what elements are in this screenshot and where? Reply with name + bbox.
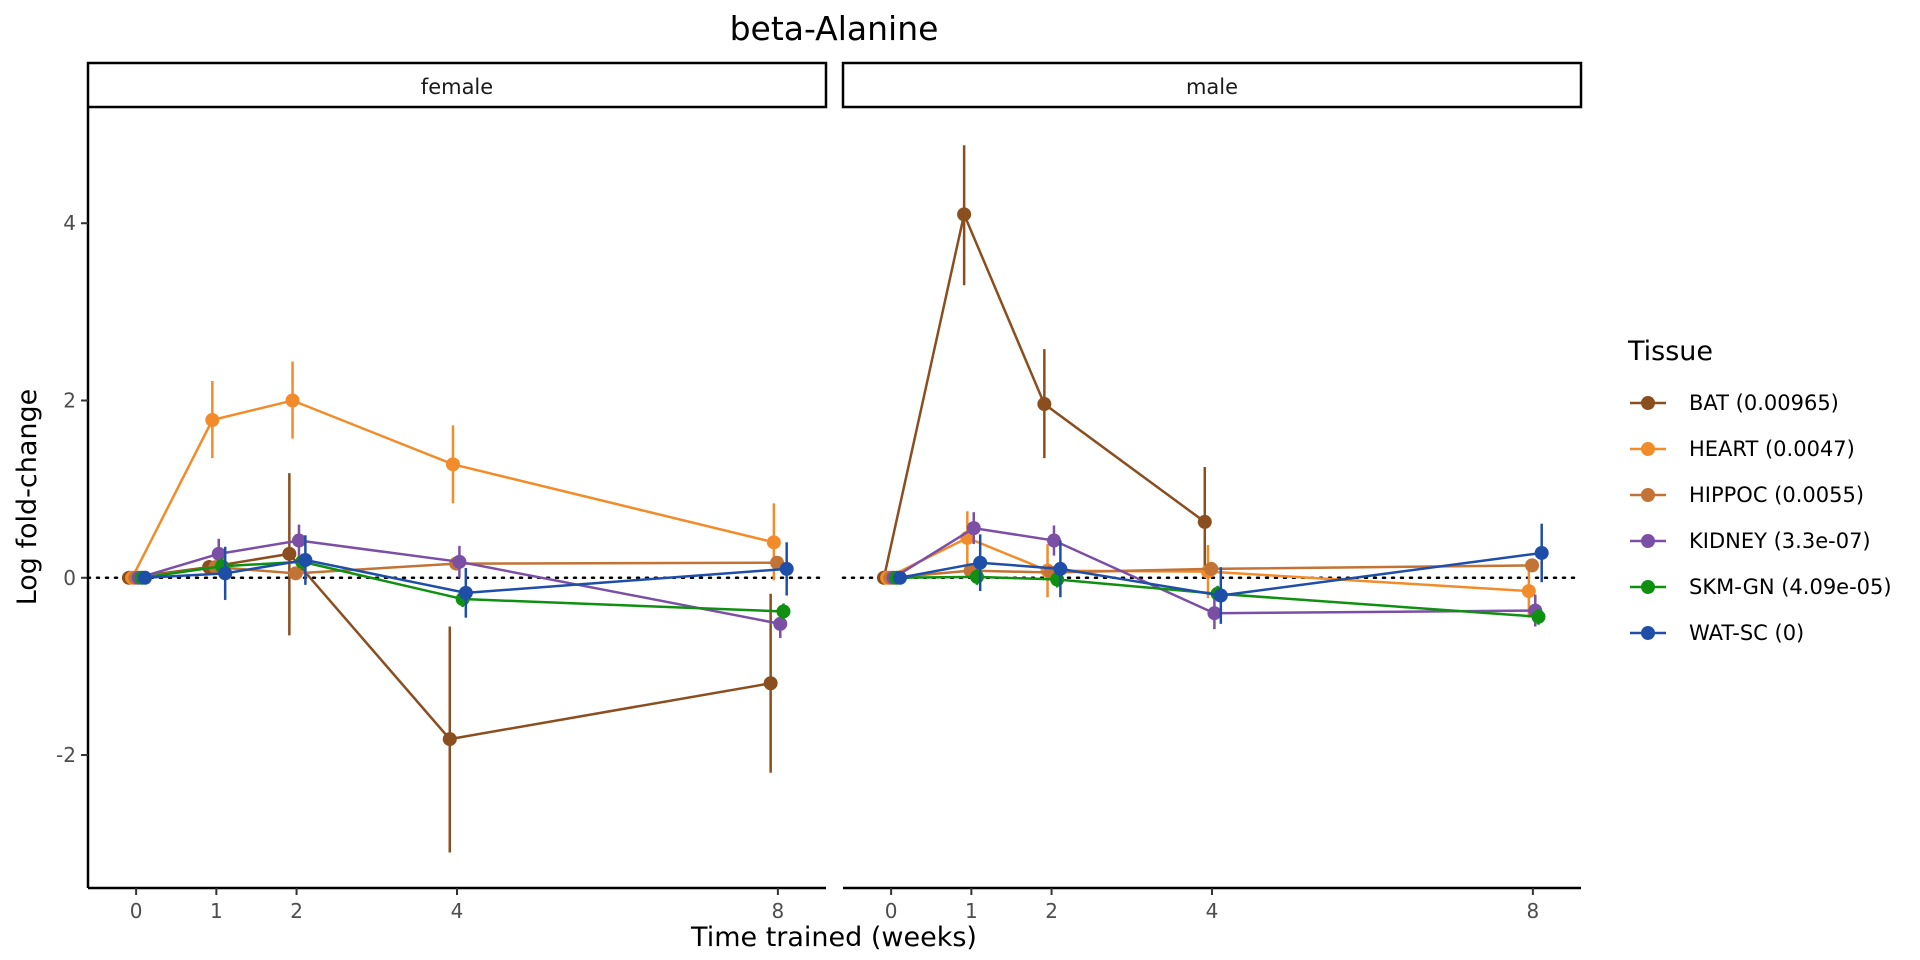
strip-male	[841, 61, 1583, 109]
x-axis-title: Time trained (weeks)	[690, 922, 977, 953]
data-point	[442, 732, 457, 747]
data-point	[1053, 561, 1068, 576]
legend-key-point	[1641, 396, 1655, 410]
data-point	[892, 570, 907, 585]
legend: Tissue BAT (0.00965) HEART (0.0047) HIPPOC…	[1627, 336, 1892, 645]
legend-item: BAT (0.00965)	[1630, 391, 1839, 415]
data-point	[218, 566, 233, 581]
y-tick-label: 2	[63, 389, 76, 413]
data-point	[973, 555, 988, 570]
legend-label: HIPPOC (0.0055)	[1689, 483, 1864, 507]
legend-label: HEART (0.0047)	[1689, 437, 1855, 461]
x-tick-label: 2	[1045, 899, 1058, 923]
data-point	[1521, 584, 1536, 599]
data-point	[957, 207, 972, 222]
data-point	[298, 553, 313, 568]
data-point	[1531, 609, 1546, 624]
legend-key-point	[1641, 580, 1655, 594]
legend-label: WAT-SC (0)	[1689, 621, 1804, 645]
x-tick-label: 4	[451, 899, 464, 923]
series-wat-sc	[137, 535, 794, 618]
data-point	[211, 546, 226, 561]
data-point	[966, 521, 981, 536]
legend-item: WAT-SC (0)	[1630, 621, 1804, 645]
data-point	[776, 604, 791, 619]
data-point	[291, 533, 306, 548]
legend-key-point	[1641, 626, 1655, 640]
data-point	[1213, 588, 1228, 603]
y-tick-label: 0	[63, 566, 76, 590]
series-kidney	[131, 524, 788, 639]
data-point	[779, 561, 794, 576]
legend-item: SKM-GN (4.09e-05)	[1630, 575, 1892, 599]
series-bat	[876, 145, 1212, 585]
y-axis-title: Log fold-change	[12, 389, 43, 606]
legend-item: HEART (0.0047)	[1630, 437, 1855, 461]
x-tick-label: 2	[290, 899, 303, 923]
legend-key-point	[1641, 488, 1655, 502]
data-point	[137, 570, 152, 585]
data-point	[282, 546, 297, 561]
legend-label: SKM-GN (4.09e-05)	[1689, 575, 1892, 599]
facet-panels: female -2 0 2 4 0 1 2 4 8 male 0 1 2 4 8	[56, 61, 1583, 923]
x-tick-label: 0	[885, 899, 898, 923]
data-point	[969, 569, 984, 584]
series-line	[882, 210, 1206, 579]
data-point	[766, 535, 781, 550]
data-point	[445, 457, 460, 472]
panel-female: female -2 0 2 4 0 1 2 4 8	[56, 61, 828, 923]
legend-label: KIDNEY (3.3e-07)	[1689, 529, 1871, 553]
x-tick-label: 1	[965, 899, 978, 923]
data-point	[1197, 514, 1212, 529]
chart-title: beta-Alanine	[730, 9, 939, 48]
data-point	[1046, 533, 1061, 548]
legend-key-point	[1641, 442, 1655, 456]
data-point	[285, 393, 300, 408]
y-tick-label: 4	[63, 211, 76, 235]
data-point	[205, 413, 220, 427]
data-point	[773, 616, 788, 631]
x-tick-label: 4	[1206, 899, 1219, 923]
data-point	[1534, 545, 1549, 560]
data-point	[288, 566, 303, 581]
data-point	[1037, 397, 1052, 412]
x-tick-label: 8	[772, 899, 785, 923]
strip-label-female: female	[421, 75, 493, 99]
data-point	[1204, 561, 1219, 576]
data-point	[763, 676, 778, 691]
series-wat-sc	[892, 523, 1549, 624]
data-point	[452, 554, 467, 569]
x-tick-label: 8	[1527, 899, 1540, 923]
y-tick-label: -2	[56, 743, 76, 767]
strip-female	[86, 61, 828, 109]
legend-label: BAT (0.00965)	[1689, 391, 1839, 415]
legend-item: KIDNEY (3.3e-07)	[1630, 529, 1871, 553]
legend-item: HIPPOC (0.0055)	[1630, 483, 1864, 507]
legend-key-point	[1641, 534, 1655, 548]
data-point	[1525, 558, 1540, 573]
data-point	[1207, 606, 1222, 621]
series-bat	[121, 473, 778, 853]
panel-male: male 0 1 2 4 8	[841, 61, 1583, 923]
x-tick-label: 1	[210, 899, 223, 923]
legend-title: Tissue	[1627, 336, 1713, 367]
strip-label-male: male	[1186, 75, 1238, 99]
data-point	[458, 585, 473, 600]
x-tick-label: 0	[130, 899, 143, 923]
